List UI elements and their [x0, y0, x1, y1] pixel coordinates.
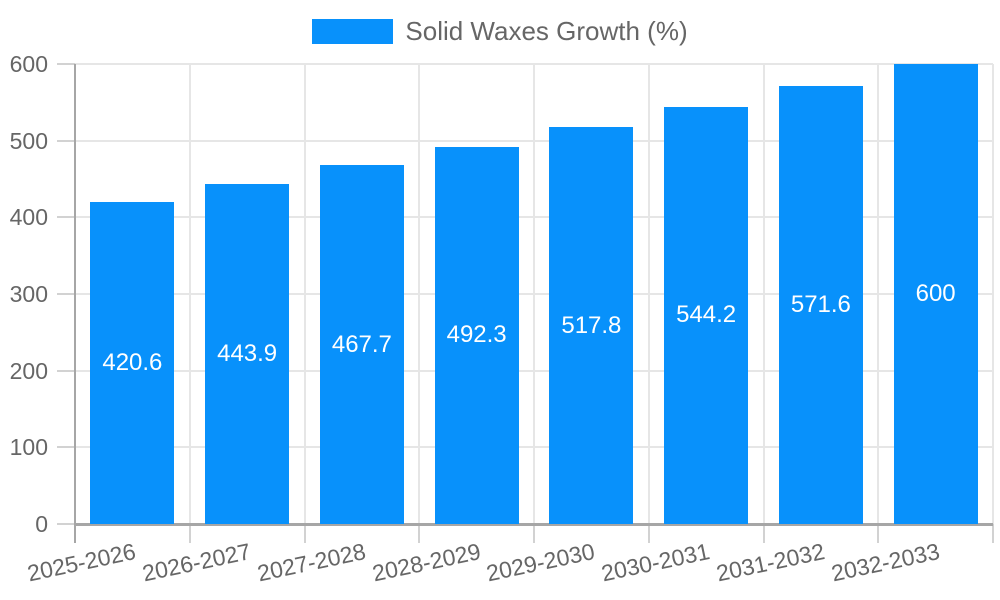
y-axis-line [74, 64, 76, 543]
x-tick-mark [418, 524, 421, 543]
y-tick-mark [57, 293, 75, 295]
x-tick-mark [992, 524, 994, 543]
x-axis-label: 2030-2031 [599, 538, 713, 587]
y-axis-label: 300 [9, 281, 48, 307]
x-tick-mark [877, 524, 880, 543]
x-axis-label: 2027-2028 [254, 538, 368, 587]
x-axis-line [75, 523, 993, 526]
x-gridline [762, 64, 765, 524]
bar-value-label: 467.7 [331, 330, 392, 358]
bar-value-label: 420.6 [102, 348, 163, 376]
y-axis-label: 600 [9, 51, 48, 77]
bar[interactable] [549, 127, 634, 524]
bar-value-label: 443.9 [217, 339, 278, 367]
y-axis-label: 100 [9, 434, 48, 461]
y-tick-mark [57, 369, 75, 372]
x-axis-label: 2026-2027 [140, 538, 254, 587]
x-tick-mark [533, 524, 535, 543]
x-axis-label: 2031-2032 [713, 538, 827, 587]
bar-value-label: 571.6 [790, 290, 851, 318]
bar-value-label: 492.3 [446, 321, 507, 349]
bar[interactable] [434, 146, 519, 524]
bar[interactable] [205, 183, 290, 524]
x-gridline [533, 64, 535, 524]
bar-value-label: 600 [915, 280, 956, 307]
x-tick-mark [647, 524, 650, 543]
bar-value-label: 517.8 [561, 311, 622, 339]
y-axis-label: 0 [35, 511, 48, 537]
y-axis-label: 400 [9, 204, 48, 231]
bar[interactable] [778, 85, 863, 524]
x-gridline [647, 64, 650, 524]
x-axis-label: 2025-2026 [25, 538, 139, 587]
x-tick-mark [762, 524, 765, 543]
legend-swatch [312, 18, 394, 44]
legend[interactable]: Solid Waxes Growth (%) [0, 15, 1000, 47]
x-axis-label: 2028-2029 [369, 538, 483, 587]
x-gridline [877, 64, 880, 524]
bar-value-label: 544.2 [676, 301, 737, 329]
x-gridline [188, 64, 191, 524]
y-axis-label: 200 [9, 357, 48, 384]
bar[interactable] [893, 64, 978, 524]
y-axis-label: 500 [9, 127, 48, 154]
y-tick-mark [57, 139, 75, 142]
bar[interactable] [664, 106, 749, 524]
y-tick-mark [57, 446, 75, 449]
x-axis-label: 2029-2030 [484, 538, 598, 587]
legend-label: Solid Waxes Growth (%) [405, 16, 688, 46]
y-tick-mark [57, 216, 75, 219]
x-tick-mark [188, 524, 191, 543]
x-gridline [418, 64, 421, 524]
bar[interactable] [90, 201, 175, 524]
y-tick-mark [57, 63, 75, 65]
x-gridline [992, 64, 994, 524]
x-tick-mark [303, 524, 306, 543]
x-gridline [303, 64, 306, 524]
x-axis-label: 2032-2033 [828, 538, 942, 587]
bar[interactable] [319, 165, 404, 524]
y-tick-mark [57, 523, 75, 525]
